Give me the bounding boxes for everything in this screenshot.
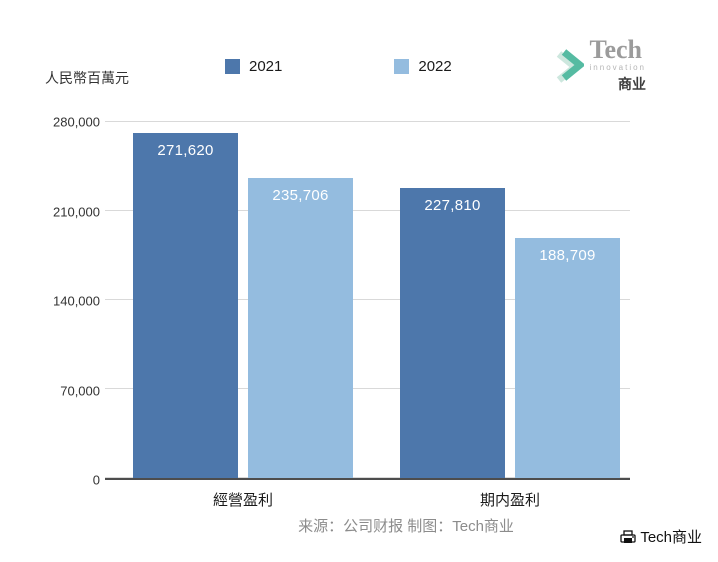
brand-logo: Tech innovation 商业 [556,35,646,94]
x-axis-labels: 經營盈利 期内盈利 [105,489,630,510]
source-note: 来源：公司财报 制图：Tech商业 [298,518,514,535]
y-tick-label: 280,000 [53,114,100,130]
y-tick-label: 70,000 [60,383,100,398]
legend-label: 2021 [249,58,283,75]
legend-item-2022: 2022 [394,58,452,75]
gridline [105,299,630,300]
bar-value-label: 271,620 [157,141,214,159]
x-axis-category-label: 期内盈利 [479,492,540,509]
bar-2022-1: 235,706 [248,178,353,478]
legend-swatch [225,59,240,74]
bar-2021-1: 271,620 [133,132,238,478]
gridline [105,121,630,122]
bar-value-label: 227,810 [424,197,481,215]
legend-swatch [394,59,410,74]
y-axis-ticks: 0 70,000 140,000 210,000 280,000 [30,115,100,488]
watermark-label: Tech商业 [640,529,702,546]
bar-value-label: 235,706 [272,187,329,205]
bar-group-2: 227,810 188,709 [400,122,620,478]
gridline [105,477,630,478]
bar-2022-2: 188,709 [515,238,620,478]
x-axis-category-label: 經營盈利 [212,492,273,509]
gridline [105,388,630,389]
bar-2021-2: 227,810 [400,188,505,478]
legend-item-2021: 2021 [225,58,282,75]
watermark: Tech商业 [620,526,702,547]
y-axis-unit-label: 人民幣百萬元 [45,70,129,86]
logo-text: Tech innovation 商业 [589,35,646,94]
bar-group-1: 271,620 235,706 [133,122,353,478]
bar-value-label: 188,709 [539,247,596,265]
logo-title: Tech [589,35,643,64]
logo-cn-label: 商业 [618,76,646,92]
gridlines [105,121,630,478]
logo-subtitle: innovation [589,63,646,72]
y-tick-label: 140,000 [53,293,100,309]
gridline [105,210,630,211]
y-tick-label: 0 [92,472,100,488]
chevron-right-icon [556,49,584,83]
fax-icon [620,529,636,543]
legend-label: 2022 [418,58,452,75]
plot-area: 271,620 235,706 227,810 188,709 [105,121,630,480]
bar-groups: 271,620 235,706 227,810 188,709 [105,122,630,478]
legend: 2021 2022 [225,58,452,75]
y-tick-label: 210,000 [53,204,100,219]
